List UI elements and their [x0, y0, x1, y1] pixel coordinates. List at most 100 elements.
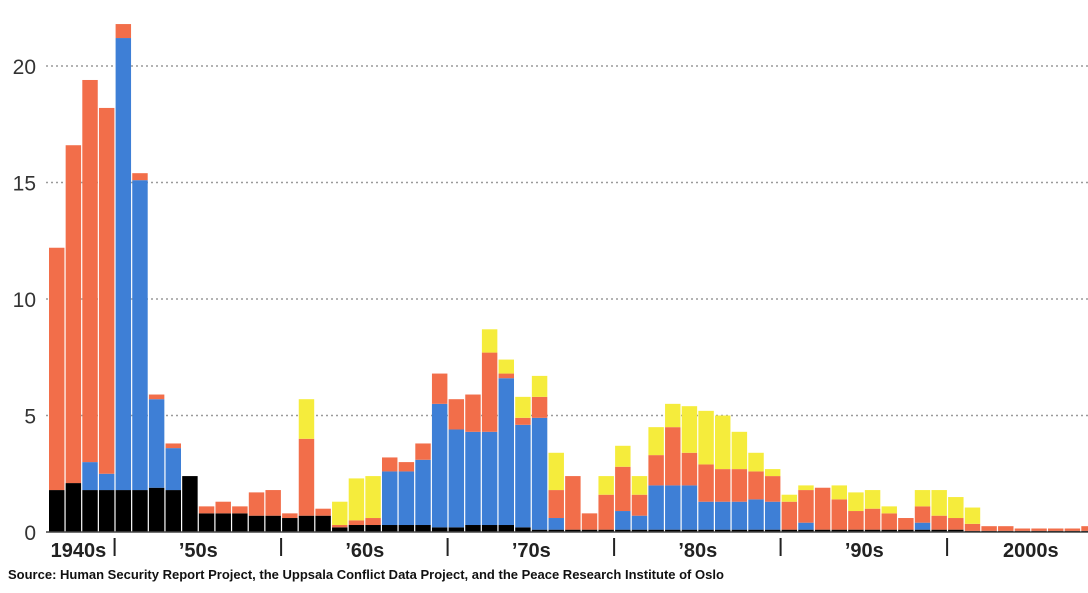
- bar-segment: [531, 529, 548, 532]
- bar-segment: [814, 529, 831, 532]
- bar-segment: [98, 473, 115, 491]
- bar-segment: [465, 431, 481, 526]
- bar-segment: [648, 455, 664, 486]
- bar-segment: [515, 527, 531, 532]
- bar-segment: [848, 492, 864, 512]
- bar-segment: [764, 529, 781, 532]
- bar-segment: [631, 515, 648, 530]
- bar-segment: [848, 511, 864, 530]
- bar-segment: [398, 462, 415, 472]
- bar-segment: [49, 490, 65, 532]
- bar-segment: [565, 476, 581, 530]
- bar-segment: [481, 329, 498, 353]
- bar-segment: [515, 424, 531, 528]
- bar-segment: [615, 529, 631, 532]
- bar-segment: [748, 471, 764, 500]
- bar-segment: [115, 24, 132, 39]
- bar-segment: [698, 529, 714, 532]
- bar-segment: [565, 529, 581, 532]
- bar-segment: [182, 476, 198, 532]
- bars: [49, 24, 1088, 532]
- x-axis: [46, 531, 1088, 556]
- source-note: Source: Human Security Report Project, t…: [8, 567, 724, 582]
- bar-segment: [1014, 528, 1031, 531]
- bar-segment: [232, 506, 248, 514]
- y-tick-label: 10: [13, 289, 36, 312]
- bar-segment: [681, 485, 698, 530]
- bar-segment: [298, 515, 315, 532]
- bar-segment: [665, 485, 681, 530]
- bar-segment: [415, 525, 431, 532]
- bar-segment: [631, 529, 648, 532]
- bar-segment: [332, 501, 348, 526]
- bar-segment: [648, 529, 664, 532]
- bar-segment: [881, 529, 897, 532]
- bar-segment: [481, 431, 498, 526]
- bar-segment: [348, 478, 365, 521]
- bar-segment: [931, 515, 947, 530]
- bar-segment: [282, 513, 298, 519]
- bar-segment: [864, 529, 881, 532]
- bar-segment: [631, 476, 648, 495]
- bar-segment: [898, 529, 914, 532]
- bar-segment: [315, 515, 331, 532]
- bar-segment: [764, 501, 781, 530]
- bar-segment: [431, 373, 448, 404]
- bar-segment: [49, 247, 65, 491]
- bar-segment: [881, 506, 897, 514]
- bar-segment: [298, 399, 315, 439]
- bar-segment: [498, 373, 514, 379]
- bar-segment: [165, 490, 181, 532]
- bar-segment: [598, 529, 614, 532]
- bar-segment: [382, 457, 398, 472]
- bar-segment: [748, 529, 764, 532]
- bar-segment: [398, 471, 415, 526]
- bar-segment: [798, 490, 814, 523]
- bar-segment: [465, 525, 481, 532]
- bar-segment: [465, 394, 481, 432]
- bar-segment: [831, 485, 847, 500]
- bar-segment: [148, 487, 165, 532]
- bar-segment: [365, 525, 381, 532]
- bar-segment: [365, 518, 381, 526]
- bar-segment: [248, 492, 265, 516]
- bar-segment: [498, 525, 514, 532]
- bar-segment: [115, 38, 132, 491]
- bar-segment: [265, 515, 281, 532]
- bar-segment: [698, 501, 714, 530]
- bar-segment: [282, 518, 298, 532]
- bar-segment: [332, 525, 348, 528]
- bar-segment: [981, 526, 997, 531]
- bar-segment: [814, 487, 831, 530]
- x-axis-labels: 1940s ’50s ’60s ’70s ’80s ’90s 2000s: [51, 540, 1059, 562]
- bar-segment: [332, 527, 348, 532]
- bar-segment: [665, 427, 681, 486]
- bar-segment: [648, 485, 664, 530]
- x-decade-label: 1940s: [51, 540, 107, 562]
- bar-segment: [731, 501, 748, 530]
- bar-segment: [65, 145, 82, 484]
- bar-segment: [215, 501, 231, 514]
- bar-segment: [931, 529, 947, 532]
- y-tick-label: 15: [13, 173, 36, 196]
- bar-segment: [781, 494, 798, 502]
- bar-segment: [515, 417, 531, 425]
- bar-segment: [581, 529, 598, 532]
- x-decade-label: ’80s: [678, 540, 717, 562]
- bar-segment: [914, 522, 931, 530]
- bar-segment: [415, 459, 431, 526]
- bar-segment: [864, 490, 881, 509]
- bar-segment: [531, 396, 548, 418]
- bar-segment: [198, 506, 215, 514]
- bar-segment: [715, 415, 731, 470]
- bar-segment: [681, 452, 698, 486]
- x-decade-label: ’50s: [179, 540, 218, 562]
- bar-segment: [864, 508, 881, 530]
- bar-segment: [998, 526, 1014, 531]
- bar-segment: [65, 483, 82, 532]
- bar-segment: [481, 352, 498, 432]
- bar-segment: [715, 501, 731, 530]
- bar-segment: [598, 494, 614, 530]
- bar-segment: [431, 403, 448, 528]
